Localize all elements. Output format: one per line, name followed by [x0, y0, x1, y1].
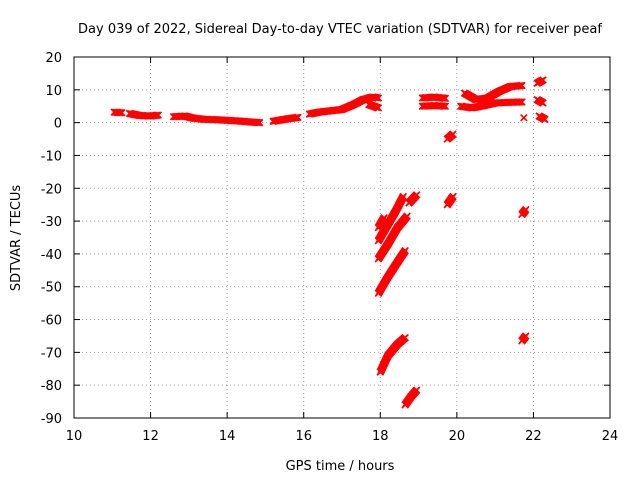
data-point	[412, 191, 421, 199]
data-point	[449, 192, 457, 201]
x-axis-ticks: 10 12 14 16 18 20 22 24	[66, 57, 619, 444]
data-point	[255, 118, 264, 127]
data-point	[116, 108, 125, 117]
y-tick-label: -70	[41, 346, 62, 361]
data-point	[403, 212, 411, 220]
data-points	[110, 76, 549, 409]
x-tick-label: 12	[142, 429, 159, 444]
y-tick-label: 20	[45, 51, 62, 66]
data-point	[518, 98, 526, 106]
data-point	[380, 214, 388, 222]
y-tick-label: -30	[41, 215, 62, 230]
chart-title: Day 039 of 2022, Sidereal Day-to-day VTE…	[78, 22, 602, 37]
data-point	[374, 104, 383, 112]
data-point	[412, 386, 421, 394]
y-tick-label: -60	[41, 314, 62, 329]
data-point	[399, 192, 408, 201]
data-point	[441, 94, 450, 103]
data-point	[401, 246, 409, 255]
y-tick-label: -20	[41, 182, 62, 197]
data-point	[522, 205, 530, 214]
x-axis-title: GPS time / hours	[286, 459, 395, 474]
data-point	[539, 76, 547, 84]
data-point	[516, 81, 525, 90]
data-point	[539, 99, 547, 107]
data-point	[449, 130, 457, 138]
y-tick-label: -80	[41, 379, 62, 394]
data-point	[516, 98, 525, 106]
y-axis-title: SDTVAR / TECUs	[9, 185, 24, 292]
y-tick-label: -90	[41, 412, 62, 427]
y-tick-label: 10	[45, 84, 62, 99]
x-tick-label: 20	[449, 429, 466, 444]
x-tick-label: 22	[525, 429, 542, 444]
x-tick-label: 24	[602, 429, 619, 444]
y-tick-label: 0	[54, 117, 62, 132]
data-point	[154, 111, 162, 119]
data-point	[441, 102, 450, 110]
data-point	[515, 98, 524, 106]
data-point	[522, 332, 530, 340]
data-point	[518, 81, 526, 90]
x-tick-label: 16	[295, 429, 312, 444]
x-tick-label: 18	[372, 429, 389, 444]
x-tick-label: 10	[66, 429, 83, 444]
y-tick-label: -10	[41, 149, 62, 164]
plot-frame	[73, 56, 611, 419]
data-point	[294, 113, 302, 122]
y-tick-label: -50	[41, 281, 62, 296]
data-point	[439, 102, 447, 110]
data-point	[541, 115, 549, 124]
data-point	[440, 102, 448, 110]
data-point	[515, 82, 524, 90]
data-point	[401, 333, 409, 342]
data-point	[115, 108, 124, 117]
x-tick-label: 14	[219, 429, 236, 444]
y-axis-ticks: 20 10 0 -10 -20 -30 -40 -50 -60 -70 -80 -90	[41, 51, 610, 427]
data-point	[520, 113, 528, 122]
grid-lines	[74, 57, 610, 418]
y-tick-label: -40	[41, 248, 62, 263]
data-point	[118, 109, 126, 117]
data-point	[374, 94, 383, 102]
